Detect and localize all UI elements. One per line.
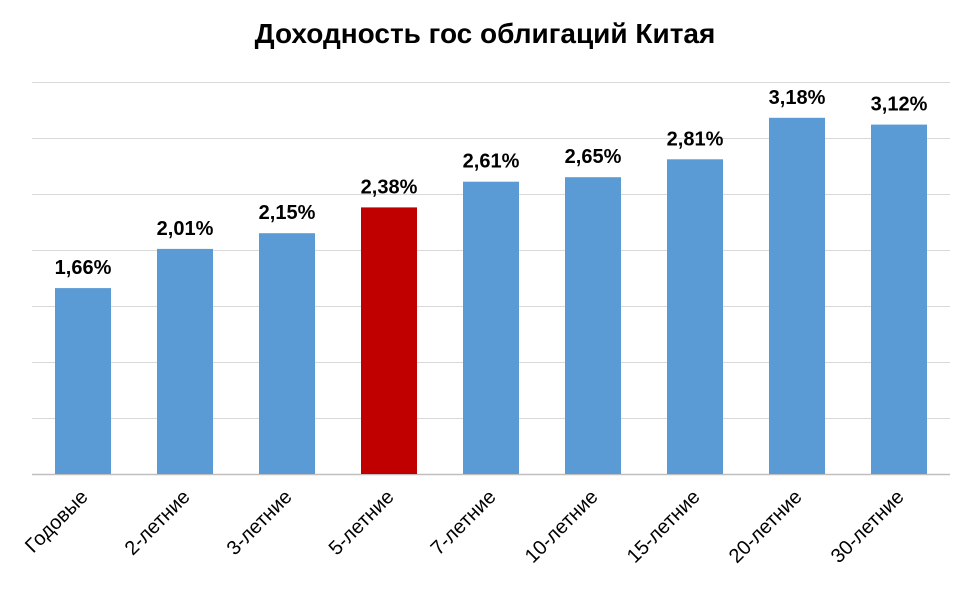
data-labels: 1,66% 2,01% 2,15% 2,38% 2,61% 2,65% 2,81% 3,18%… — [55, 87, 928, 279]
bar-7 — [667, 159, 723, 475]
bar-2 — [157, 248, 213, 474]
data-label-3: 2,15% — [259, 202, 316, 224]
bar-5 — [463, 181, 519, 474]
bar-3 — [259, 233, 315, 474]
data-label-5: 2,61% — [463, 151, 520, 173]
data-label-4: 2,38% — [361, 176, 418, 198]
x-tick-label-8: 20-летние — [725, 486, 807, 568]
x-tick-label-7: 15-летние — [623, 486, 705, 568]
bar-6 — [565, 177, 621, 474]
data-label-1: 1,66% — [55, 257, 112, 279]
data-label-8: 3,18% — [769, 87, 826, 109]
data-label-9: 3,12% — [871, 94, 928, 116]
x-axis-tick-labels: Годовые 2-летние 3-летние 5-летние 7-летние 1… — [21, 486, 908, 568]
x-tick-label-1: Годовые — [21, 486, 92, 557]
bar-4 — [361, 207, 417, 474]
x-tick-label-9: 30-летние — [827, 486, 909, 568]
x-tick-label-6: 10-летние — [521, 486, 603, 568]
x-tick-label-4: 5-летние — [325, 486, 399, 560]
x-tick-label-5: 7-летние — [427, 486, 501, 560]
data-label-2: 2,01% — [157, 218, 214, 240]
data-label-6: 2,65% — [565, 146, 622, 168]
data-label-7: 2,81% — [667, 128, 724, 150]
x-tick-label-2: 2-летние — [121, 486, 195, 560]
chart-title: Доходность гос облигаций Китая — [254, 18, 716, 49]
bar-9 — [871, 124, 927, 474]
bars — [55, 117, 927, 475]
x-tick-label-3: 3-летние — [223, 486, 297, 560]
bar-1 — [55, 288, 111, 474]
bar-8 — [769, 117, 825, 475]
